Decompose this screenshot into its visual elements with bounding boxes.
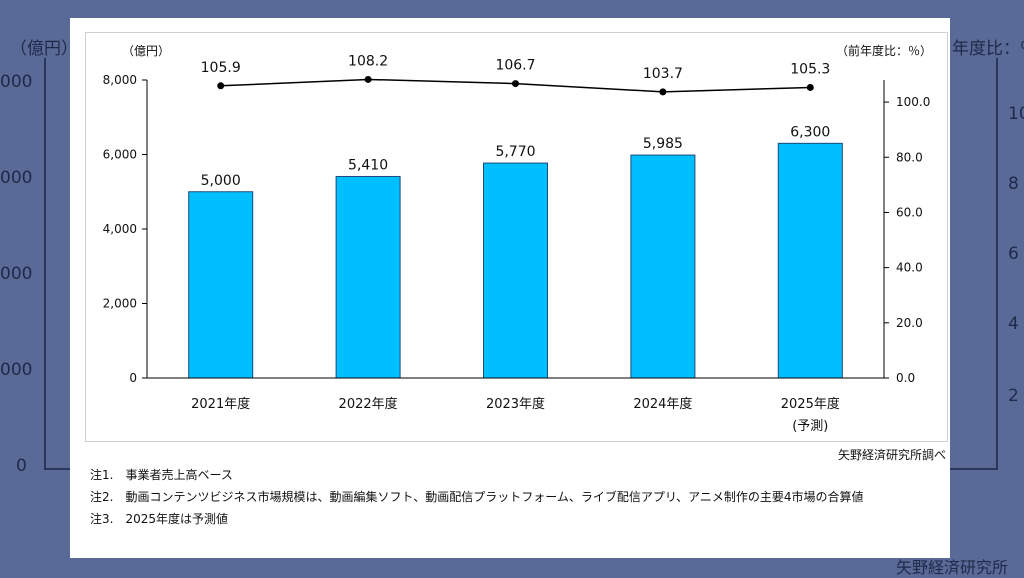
y-axis-left-label: （億円） (122, 44, 170, 58)
bg-right-tick: 8 (1008, 174, 1019, 194)
bg-left-tick: 000 (0, 264, 33, 284)
bg-right-unit: 年度比：％ (952, 39, 1024, 59)
y-right-tick-label: 100.0 (896, 95, 930, 109)
bg-right-tick: 4 (1008, 314, 1019, 334)
bar-value-label: 6,300 (790, 124, 830, 140)
growth-point (364, 75, 372, 83)
bg-right-axis (996, 58, 998, 470)
y-left-tick-label: 8,000 (103, 73, 137, 87)
bg-right-tick: 10 (1008, 104, 1024, 124)
x-tick-label: 2022年度 (339, 396, 398, 412)
bg-left-unit: （億円） (10, 39, 78, 59)
bar (188, 191, 254, 379)
y-right-tick-label: 40.0 (896, 261, 923, 275)
note-3: 注3. 2025年度は予測値 (90, 512, 228, 526)
growth-point (806, 83, 814, 91)
y-left-tick-label: 6,000 (103, 148, 137, 162)
x-tick-label: 2025年度 (781, 396, 840, 412)
bar-value-label: 5,410 (348, 157, 388, 173)
y-left-tick-label: 4,000 (103, 222, 137, 236)
bg-left-tick: 000 (0, 360, 33, 380)
bg-left-tick: 0 (16, 456, 27, 476)
bg-right-tick: 6 (1008, 244, 1019, 264)
bar (483, 162, 548, 379)
note-1: 注1. 事業者売上高ベース (90, 468, 233, 482)
note-2: 注2. 動画コンテンツビジネス市場規模は、動画編集ソフト、動画配信プラットフォー… (90, 490, 864, 504)
bar (777, 142, 843, 379)
y-right-tick-label: 60.0 (896, 205, 923, 219)
y-right-tick-label: 20.0 (896, 316, 923, 330)
bg-left-tick: 000 (0, 72, 33, 92)
bar-value-label: 5,770 (495, 144, 535, 160)
bar-value-label: 5,985 (643, 136, 683, 152)
growth-value-label: 105.9 (201, 60, 241, 76)
y-left-tick-label: 0 (129, 371, 137, 385)
y-left-tick-label: 2,000 (103, 297, 137, 311)
growth-point (512, 80, 519, 88)
x-tick-note: (予測) (792, 419, 828, 434)
growth-point (659, 88, 667, 96)
growth-value-label: 106.7 (495, 58, 535, 74)
growth-value-label: 108.2 (348, 53, 388, 69)
bg-right-tick: 2 (1008, 386, 1019, 406)
bg-left-axis (44, 58, 46, 470)
growth-value-label: 103.7 (643, 66, 683, 82)
x-tick-label: 2023年度 (486, 396, 545, 412)
chart-frame (85, 32, 948, 442)
bar (630, 154, 696, 379)
bar-value-label: 5,000 (201, 173, 241, 189)
x-tick-label: 2021年度 (191, 396, 250, 412)
growth-point (217, 82, 225, 90)
source-credit: 矢野経済研究所調べ (837, 448, 946, 462)
bg-source: 矢野経済研究所 (896, 558, 1009, 577)
bg-left-tick: 000 (0, 168, 33, 188)
x-tick-label: 2024年度 (633, 396, 692, 412)
growth-value-label: 105.3 (790, 61, 830, 77)
y-right-tick-label: 0.0 (896, 371, 915, 385)
y-right-tick-label: 80.0 (896, 150, 923, 164)
y-axis-right-label: （前年度比：％） (836, 43, 932, 58)
bar (335, 175, 401, 379)
